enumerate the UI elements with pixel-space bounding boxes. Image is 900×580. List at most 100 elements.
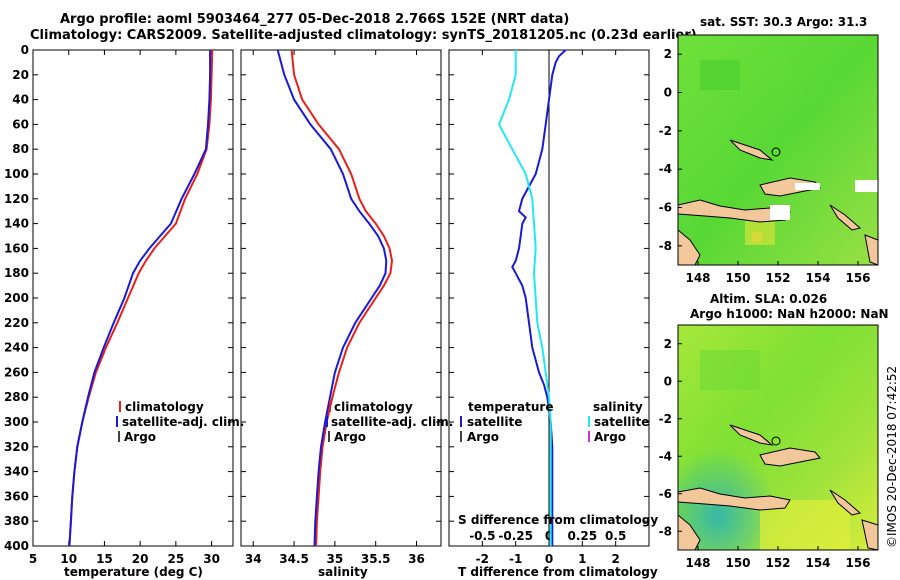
sst-patch-dark bbox=[700, 60, 740, 90]
sla-coast-sw bbox=[678, 514, 701, 550]
x-tick-label: 10 bbox=[60, 552, 77, 566]
legend-satellite-label: satellite-adj. clim. bbox=[331, 415, 453, 429]
series-satellite-adj-clim- bbox=[68, 50, 212, 547]
legend-argo-label: Argo bbox=[124, 430, 156, 444]
map-x-tick-label: 148 bbox=[685, 271, 710, 285]
sla-argo-marker bbox=[771, 436, 781, 446]
x-tick-label: -2 bbox=[476, 552, 489, 566]
series-satellite-adj-clim- bbox=[276, 49, 388, 547]
x-tick-label: 30 bbox=[203, 552, 220, 566]
map-y-tick-label: -4 bbox=[659, 449, 672, 463]
y-tick-label: 60 bbox=[12, 117, 29, 131]
temperature-axis-label: temperature (deg C) bbox=[64, 565, 203, 579]
x-tick-label: 35 bbox=[327, 552, 344, 566]
map-x-tick-label: 150 bbox=[725, 271, 750, 285]
map-y-tick-label: 0 bbox=[664, 374, 672, 388]
sla-new-ireland bbox=[729, 424, 774, 446]
x-tick-label: 1 bbox=[578, 552, 586, 566]
map-x-tick-label: 152 bbox=[765, 556, 790, 570]
map-y-tick-label: -2 bbox=[659, 124, 672, 138]
x-tick-label: 36 bbox=[408, 552, 425, 566]
map-y-tick-label: -2 bbox=[659, 412, 672, 426]
x-tick-label: 34.5 bbox=[279, 552, 309, 566]
salinity-panel-frame bbox=[240, 49, 442, 547]
x-tick-label: 15 bbox=[96, 552, 113, 566]
legend-salinity-satellite-label: satellite bbox=[594, 415, 649, 429]
sst-gap-2 bbox=[795, 183, 820, 190]
difference-temperature-legend: temperature satellite Argo bbox=[460, 400, 553, 444]
salinity-legend: climatology satellite-adj. clim. Argo bbox=[326, 400, 453, 444]
map-x-tick-label: 152 bbox=[765, 271, 790, 285]
y-tick-label: 260 bbox=[4, 365, 29, 379]
y-tick-label: 80 bbox=[12, 142, 29, 156]
series-temperature-satellite bbox=[511, 49, 567, 546]
imos-credit: ©IMOS 20-Dec-2018 07:42:52 bbox=[885, 366, 899, 548]
y-tick-label: 220 bbox=[4, 316, 29, 330]
salinity-diff-tick-label: -0.25 bbox=[498, 529, 533, 543]
map-y-tick-label: -4 bbox=[659, 162, 672, 176]
y-tick-label: 320 bbox=[4, 440, 29, 454]
map-x-tick-label: 148 bbox=[685, 556, 710, 570]
title-line-1: Argo profile: aoml 5903464_277 05-Dec-20… bbox=[60, 12, 570, 27]
map-y-tick-label: 2 bbox=[664, 337, 672, 351]
x-tick-label: 2 bbox=[611, 552, 619, 566]
title-line-2: Climatology: CARS2009. Satellite-adjuste… bbox=[30, 28, 697, 43]
y-tick-label: 300 bbox=[4, 415, 29, 429]
sla-map-title-line-1: Altim. SLA: 0.026 bbox=[710, 292, 827, 306]
map-x-tick-label: 156 bbox=[845, 556, 870, 570]
map-y-tick-label: -6 bbox=[659, 487, 672, 501]
legend-temperature-heading: temperature bbox=[468, 400, 553, 414]
series-salinity-satellite bbox=[497, 50, 552, 546]
temperature-panel-frame bbox=[32, 49, 234, 547]
map-y-tick-label: 2 bbox=[664, 47, 672, 61]
map-x-tick-label: 150 bbox=[725, 556, 750, 570]
sst-coast-sw bbox=[678, 229, 701, 265]
salinity-axis-label: salinity bbox=[318, 565, 368, 579]
y-tick-label: 200 bbox=[4, 291, 29, 305]
sst-patch-orange bbox=[752, 232, 762, 242]
salinity-difference-axis-title: S difference from climatology bbox=[458, 513, 658, 527]
legend-satellite-label: satellite-adj. clim. bbox=[122, 415, 244, 429]
x-tick-label: 5 bbox=[29, 552, 37, 566]
y-tick-label: 400 bbox=[4, 539, 29, 553]
salinity-diff-tick-label: 0.5 bbox=[605, 529, 626, 543]
sla-patch-green bbox=[700, 350, 760, 390]
y-tick-label: 120 bbox=[4, 192, 29, 206]
y-tick-label: 40 bbox=[12, 93, 29, 107]
x-tick-label: 20 bbox=[132, 552, 149, 566]
temperature-legend: climatology satellite-adj. clim. Argo bbox=[116, 400, 244, 444]
x-tick-label: 0 bbox=[545, 552, 553, 566]
sst-coast-se bbox=[864, 234, 878, 265]
legend-temperature-argo-label: Argo bbox=[467, 430, 499, 444]
legend-argo-label: Argo bbox=[334, 430, 366, 444]
sst-gap-3 bbox=[855, 180, 878, 192]
sst-new-ireland bbox=[729, 139, 774, 161]
sst-solomon bbox=[829, 204, 862, 231]
salinity-diff-tick-label: -0.5 bbox=[469, 529, 495, 543]
difference-salinity-legend: salinity satellite Argo bbox=[588, 400, 649, 444]
legend-salinity-heading: salinity bbox=[593, 400, 643, 414]
sst-gap-1 bbox=[770, 205, 790, 220]
sla-solomon bbox=[829, 489, 862, 516]
sla-new-guinea bbox=[678, 487, 791, 511]
sst-map: sat. SST: 30.3 Argo: 31.3 148 150 152 154 15… bbox=[659, 15, 879, 285]
sst-argo-marker bbox=[771, 147, 781, 157]
y-tick-label: 340 bbox=[4, 465, 29, 479]
sla-new-britain bbox=[759, 447, 821, 467]
y-tick-label: 160 bbox=[4, 241, 29, 255]
y-tick-label: 380 bbox=[4, 514, 29, 528]
map-y-tick-label: 0 bbox=[664, 86, 672, 100]
y-tick-label: 140 bbox=[4, 217, 29, 231]
map-x-tick-label: 154 bbox=[805, 271, 830, 285]
series-climatology bbox=[290, 49, 394, 547]
map-x-tick-label: 154 bbox=[805, 556, 830, 570]
x-tick-label: 25 bbox=[168, 552, 185, 566]
sla-coast-se bbox=[861, 519, 878, 550]
map-y-tick-label: -6 bbox=[659, 201, 672, 215]
legend-climatology-label: climatology bbox=[125, 400, 204, 414]
difference-axis-label: T difference from climatology bbox=[458, 565, 658, 579]
map-y-tick-label: -8 bbox=[659, 524, 672, 538]
sla-map-title-line-2: Argo h1000: NaN h2000: NaN bbox=[690, 307, 889, 321]
salinity-diff-tick-label: 0.25 bbox=[568, 529, 598, 543]
y-tick-label: 280 bbox=[4, 390, 29, 404]
